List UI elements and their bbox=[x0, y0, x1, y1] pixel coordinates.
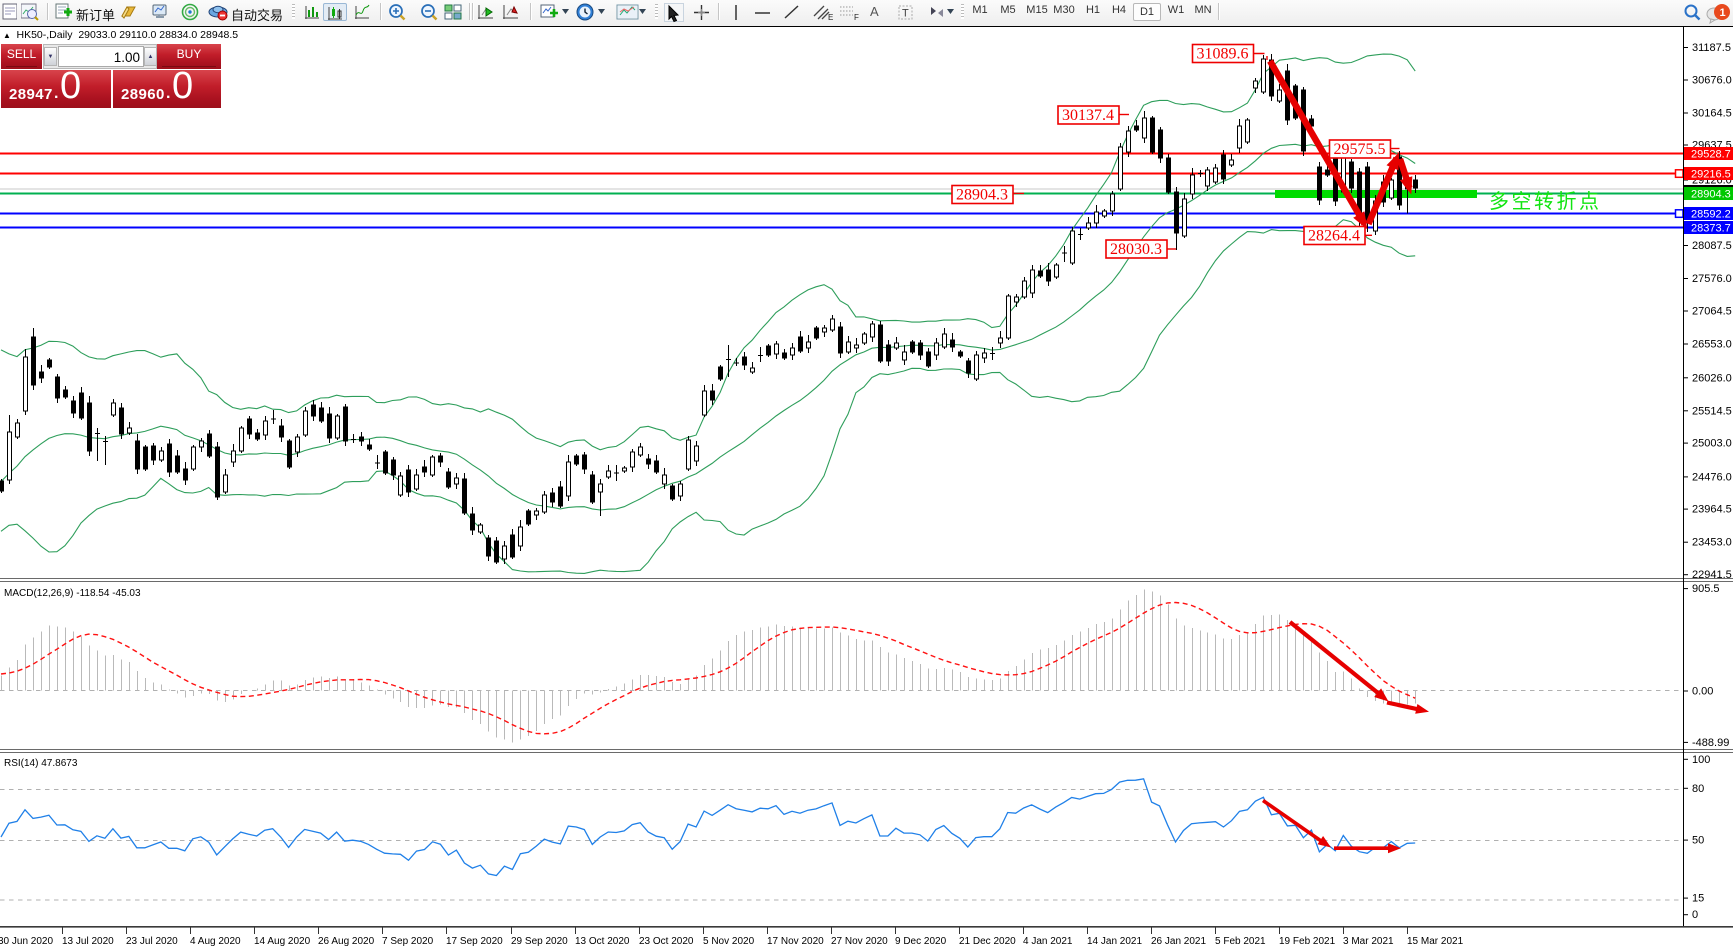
svg-text:28373.7: 28373.7 bbox=[1691, 223, 1731, 235]
svg-text:14 Jan 2021: 14 Jan 2021 bbox=[1087, 936, 1142, 946]
svg-text:26 Aug 2020: 26 Aug 2020 bbox=[318, 936, 375, 946]
svg-text:30164.5: 30164.5 bbox=[1692, 108, 1732, 120]
svg-text:1: 1 bbox=[1720, 7, 1726, 19]
svg-text:E: E bbox=[828, 13, 833, 22]
svg-text:23453.0: 23453.0 bbox=[1692, 537, 1732, 549]
svg-text:26026.0: 26026.0 bbox=[1692, 372, 1732, 384]
svg-text:23 Oct 2020: 23 Oct 2020 bbox=[639, 936, 694, 946]
svg-text:80: 80 bbox=[1692, 783, 1704, 795]
svg-text:9 Dec 2020: 9 Dec 2020 bbox=[895, 936, 947, 946]
svg-text:905.5: 905.5 bbox=[1692, 583, 1720, 595]
svg-text:30 Jun 2020: 30 Jun 2020 bbox=[0, 936, 53, 946]
svg-text:23 Jul 2020: 23 Jul 2020 bbox=[126, 936, 178, 946]
svg-text:15: 15 bbox=[1692, 893, 1704, 905]
svg-text:5 Feb 2021: 5 Feb 2021 bbox=[1215, 936, 1266, 946]
svg-text:4 Aug 2020: 4 Aug 2020 bbox=[190, 936, 241, 946]
svg-text:17 Nov 2020: 17 Nov 2020 bbox=[767, 936, 824, 946]
svg-text:24476.0: 24476.0 bbox=[1692, 471, 1732, 483]
svg-text:100: 100 bbox=[1692, 754, 1710, 766]
svg-text:31187.5: 31187.5 bbox=[1692, 42, 1731, 54]
svg-text:29216.5: 29216.5 bbox=[1691, 169, 1731, 181]
svg-text:28264.4: 28264.4 bbox=[1308, 228, 1360, 245]
svg-text:28087.5: 28087.5 bbox=[1692, 240, 1732, 252]
svg-text:28904.3: 28904.3 bbox=[956, 187, 1008, 204]
svg-text:29575.5: 29575.5 bbox=[1334, 141, 1386, 158]
svg-text:F: F bbox=[854, 13, 859, 22]
svg-text:31089.6: 31089.6 bbox=[1197, 46, 1249, 63]
svg-text:28030.3: 28030.3 bbox=[1110, 241, 1162, 258]
svg-text:MACD(12,26,9) -118.54 -45.03: MACD(12,26,9) -118.54 -45.03 bbox=[4, 588, 141, 599]
svg-text:17 Sep 2020: 17 Sep 2020 bbox=[446, 936, 503, 946]
svg-text:28592.2: 28592.2 bbox=[1691, 209, 1731, 221]
svg-text:29 Sep 2020: 29 Sep 2020 bbox=[511, 936, 568, 946]
svg-text:27064.5: 27064.5 bbox=[1692, 306, 1732, 318]
svg-text:5 Nov 2020: 5 Nov 2020 bbox=[703, 936, 755, 946]
svg-text:23964.5: 23964.5 bbox=[1692, 504, 1732, 516]
svg-text:26553.0: 26553.0 bbox=[1692, 339, 1732, 351]
svg-text:14 Aug 2020: 14 Aug 2020 bbox=[254, 936, 311, 946]
svg-text:0.00: 0.00 bbox=[1692, 686, 1713, 698]
svg-text:26 Jan 2021: 26 Jan 2021 bbox=[1151, 936, 1206, 946]
svg-text:19 Feb 2021: 19 Feb 2021 bbox=[1279, 936, 1336, 946]
svg-text:29528.7: 29528.7 bbox=[1691, 149, 1731, 161]
svg-text:T: T bbox=[902, 8, 909, 20]
svg-text:13 Oct 2020: 13 Oct 2020 bbox=[575, 936, 630, 946]
svg-text:50: 50 bbox=[1692, 835, 1704, 847]
svg-text:13 Jul 2020: 13 Jul 2020 bbox=[62, 936, 114, 946]
svg-text:27 Nov 2020: 27 Nov 2020 bbox=[831, 936, 888, 946]
svg-text:15 Mar 2021: 15 Mar 2021 bbox=[1407, 936, 1464, 946]
svg-text:多空转折点: 多空转折点 bbox=[1489, 190, 1602, 213]
svg-text:25514.5: 25514.5 bbox=[1692, 405, 1732, 417]
svg-text:21 Dec 2020: 21 Dec 2020 bbox=[959, 936, 1016, 946]
svg-text:27576.0: 27576.0 bbox=[1692, 273, 1732, 285]
svg-text:3 Mar 2021: 3 Mar 2021 bbox=[1343, 936, 1394, 946]
svg-text:0: 0 bbox=[1692, 909, 1698, 921]
svg-text:28904.3: 28904.3 bbox=[1691, 189, 1731, 201]
svg-text:7 Sep 2020: 7 Sep 2020 bbox=[382, 936, 434, 946]
svg-text:-488.99: -488.99 bbox=[1692, 737, 1729, 749]
svg-text:30676.0: 30676.0 bbox=[1692, 75, 1732, 87]
svg-text:22941.5: 22941.5 bbox=[1692, 569, 1732, 581]
svg-text:30137.4: 30137.4 bbox=[1062, 107, 1114, 124]
svg-text:RSI(14) 47.8673: RSI(14) 47.8673 bbox=[4, 758, 78, 769]
svg-text:25003.0: 25003.0 bbox=[1692, 438, 1732, 450]
svg-text:4 Jan 2021: 4 Jan 2021 bbox=[1023, 936, 1073, 946]
